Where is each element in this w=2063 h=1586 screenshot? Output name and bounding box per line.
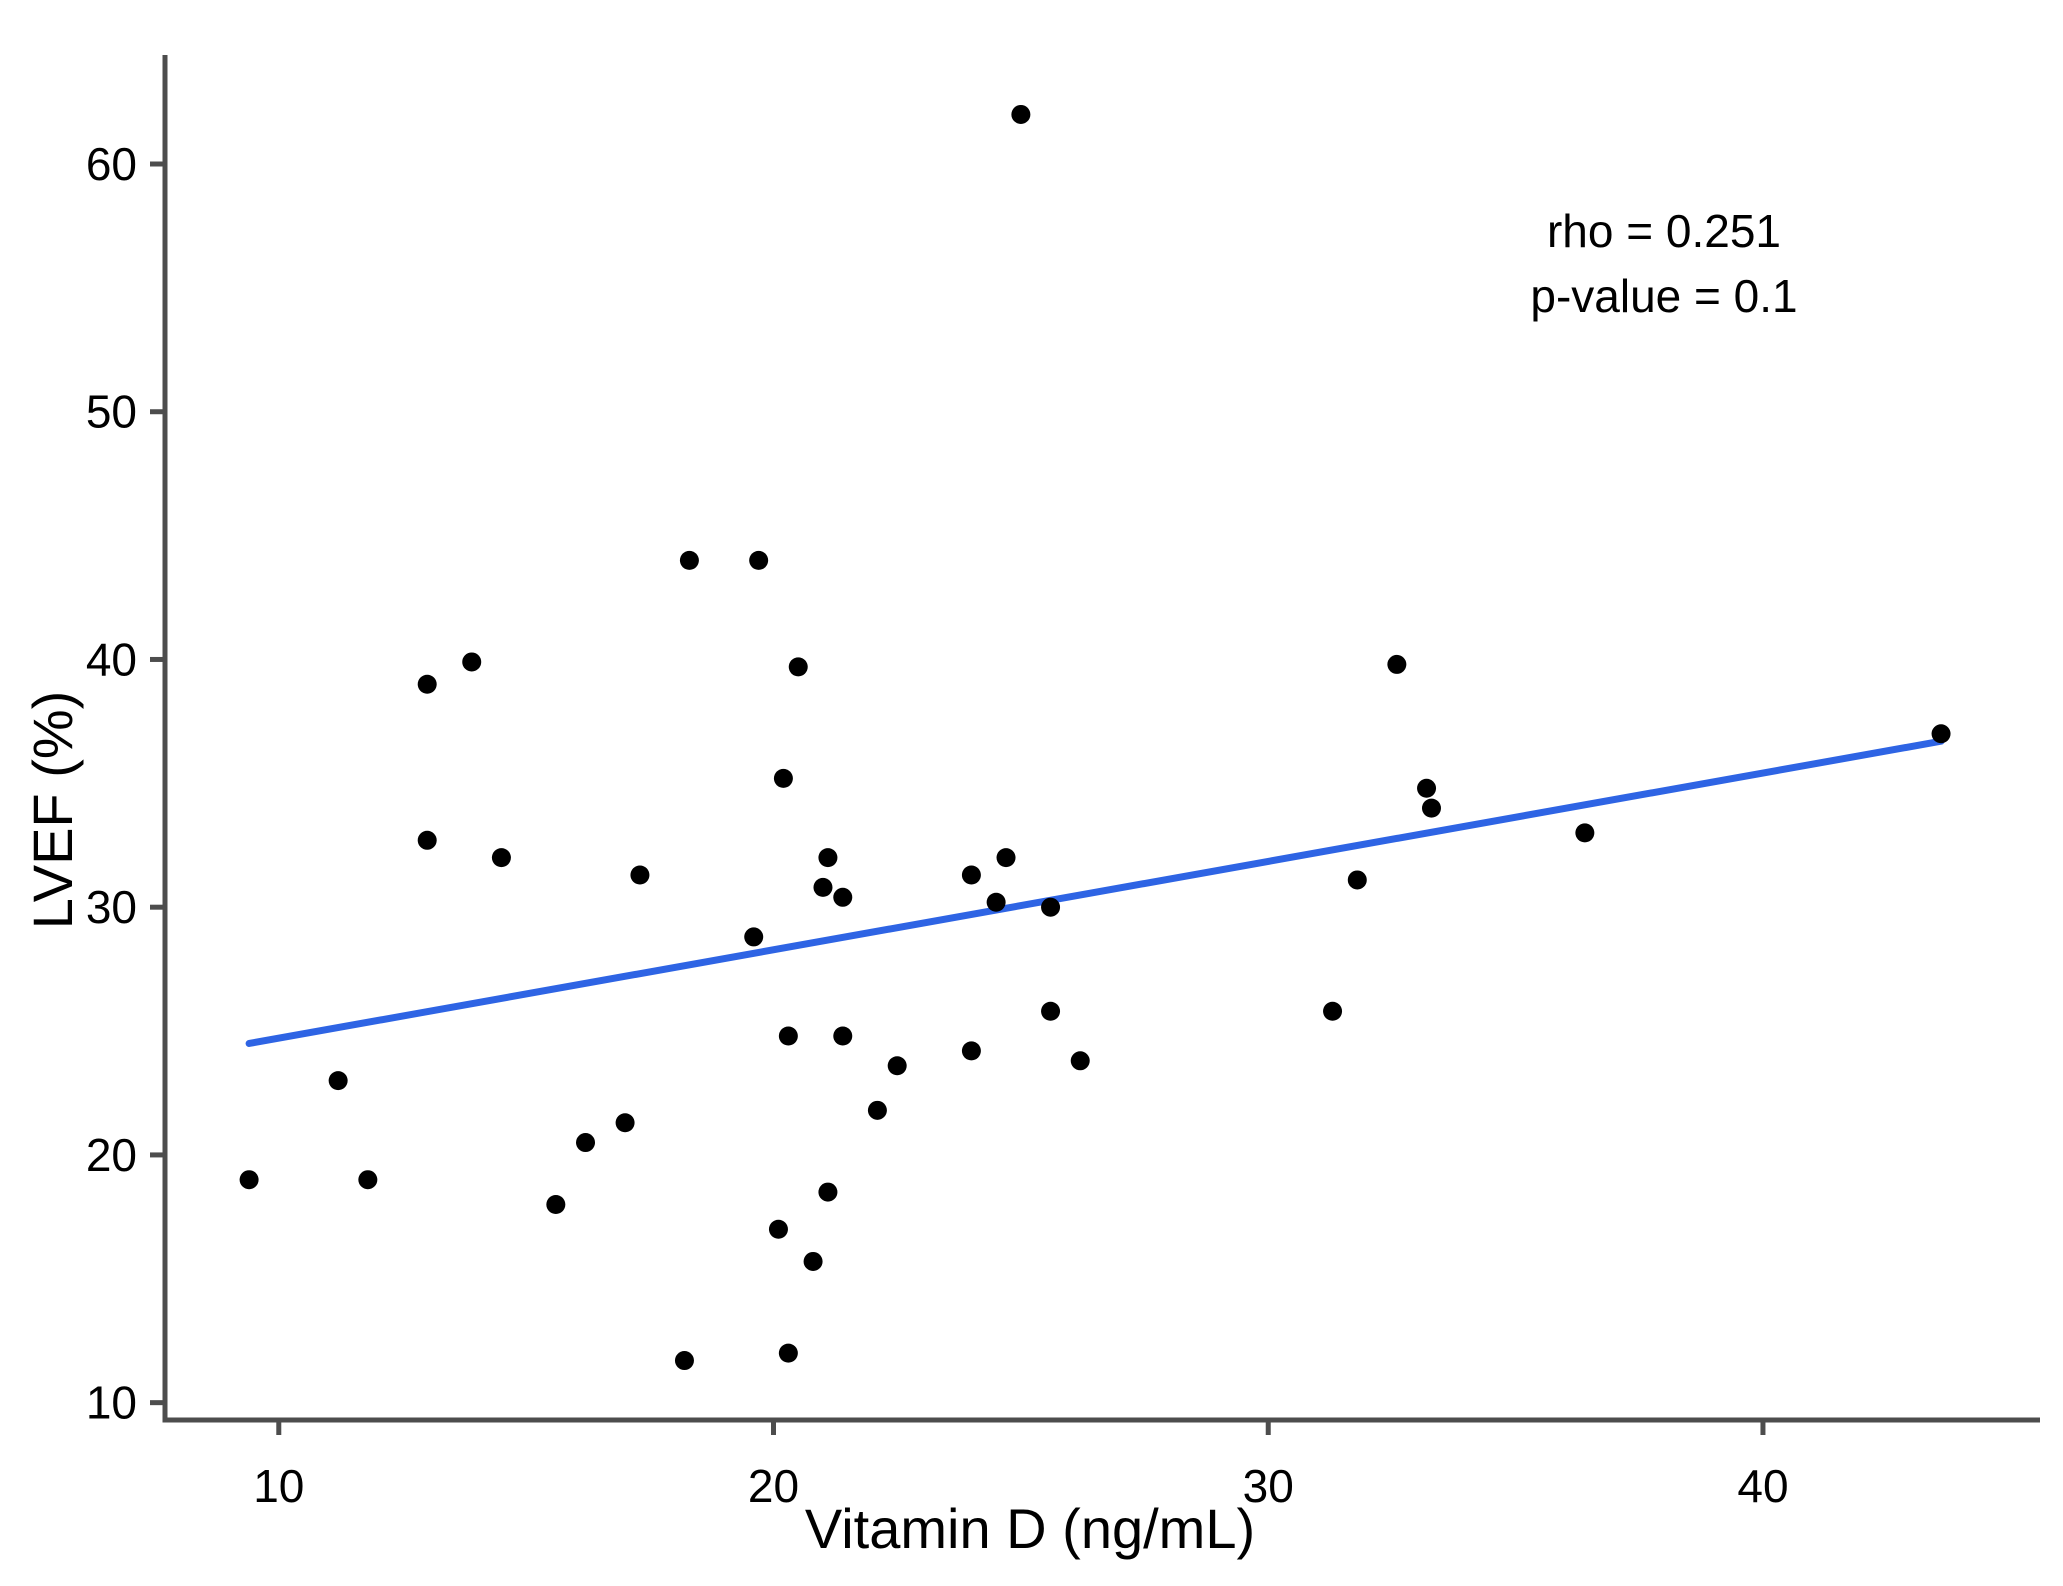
data-point [818,848,838,868]
y-tick-label: 40 [86,633,137,685]
x-tick-label: 40 [1737,1460,1788,1512]
data-point [1387,654,1407,674]
data-point [744,927,764,947]
x-axis-title: Vitamin D (ng/mL) [805,1497,1255,1560]
x-tick-label: 30 [1243,1460,1294,1512]
data-point [576,1133,596,1153]
data-point [1070,1051,1090,1071]
data-point [813,877,833,897]
data-point [749,550,769,570]
data-point [358,1170,378,1190]
trend-line [245,737,1945,1047]
data-point [674,1351,694,1371]
axis-lines [162,55,2040,1423]
data-point [887,1056,907,1076]
y-tick-label: 50 [86,386,137,438]
data-point [768,1219,788,1239]
data-point [803,1251,823,1271]
data-point [462,652,482,672]
data-point [679,550,699,570]
data-point [630,865,650,885]
x-tick-label: 20 [748,1460,799,1512]
data-point [773,768,793,788]
data-point [833,887,853,907]
data-point [778,1026,798,1046]
data-point [239,1170,259,1190]
x-tick-label: 10 [253,1460,304,1512]
trend-line-layer [245,737,1945,1047]
ticks-layer: 10 20 30 40 10 20 30 40 50 60 [86,138,1789,1512]
data-point [778,1343,798,1363]
data-point [818,1182,838,1202]
data-point [546,1194,566,1214]
data-point [961,1041,981,1061]
axes-layer [162,55,2040,1423]
data-point [1347,870,1367,890]
y-tick-label: 60 [86,138,137,190]
data-point [1323,1001,1343,1021]
data-point [986,892,1006,912]
y-tick-label: 20 [86,1129,137,1181]
data-point [996,848,1016,868]
data-point [417,830,437,850]
annotation-rho: rho = 0.251 [1547,205,1781,257]
data-point [788,657,808,677]
data-point [328,1071,348,1091]
y-tick-label: 10 [86,1377,137,1429]
annotation-pvalue: p-value = 0.1 [1530,270,1797,322]
data-point [1931,724,1951,744]
data-point [1575,823,1595,843]
y-axis-title: LVEF (%) [21,691,84,930]
data-point [491,848,511,868]
scatter-points-layer [239,104,1951,1371]
data-point [1011,104,1031,124]
data-point [1041,1001,1061,1021]
data-point [1041,897,1061,917]
data-point [1417,778,1437,798]
data-point [417,674,437,694]
data-point [961,865,981,885]
y-tick-label: 30 [86,881,137,933]
data-point [867,1100,887,1120]
data-point [615,1113,635,1133]
data-point [1421,798,1441,818]
data-point [833,1026,853,1046]
